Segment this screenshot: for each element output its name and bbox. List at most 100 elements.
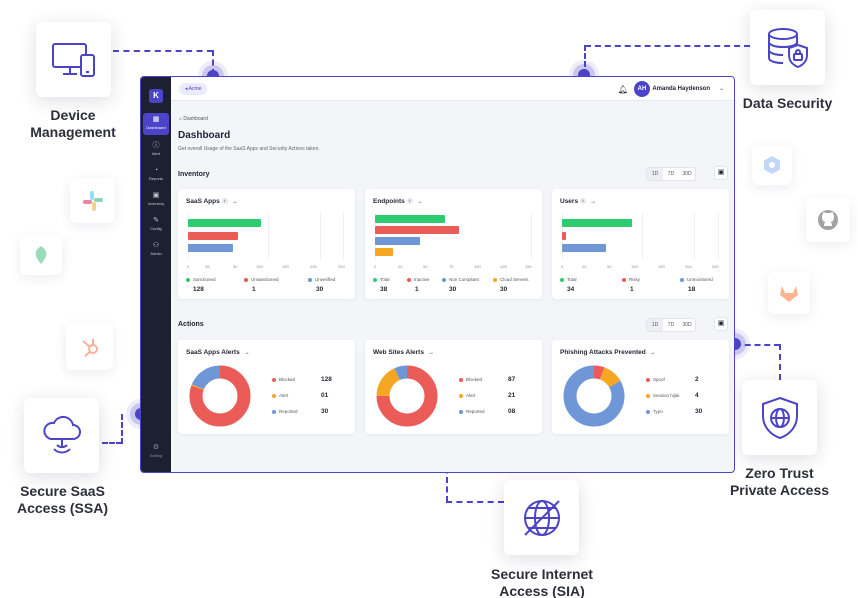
page-title: Dashboard <box>178 130 231 141</box>
donut-chart <box>189 365 251 427</box>
sidebar-item-reports[interactable]: ◔ Reports <box>143 164 169 186</box>
leaf-icon <box>35 246 47 264</box>
legend-dot <box>646 393 650 398</box>
breadcrumb[interactable]: ⌂ Dashboard <box>179 116 208 122</box>
admin-icon: ⚇ <box>152 242 160 249</box>
legend-label: Session hijak <box>646 393 680 398</box>
gcp-logo-card <box>752 145 792 185</box>
bar-total <box>375 215 445 223</box>
sidebar-item-label: Setting <box>149 453 163 458</box>
legend-value: 08 <box>508 408 516 415</box>
period-30d[interactable]: 30D <box>682 171 692 177</box>
tick: 250 <box>712 264 719 269</box>
tick: 125 <box>500 264 507 269</box>
donut-segment-blocked <box>189 365 251 427</box>
period-30d[interactable]: 30D <box>682 322 692 328</box>
data-security-card <box>750 10 825 85</box>
donut-chart <box>376 365 438 427</box>
period-7d[interactable]: 7D <box>667 322 675 328</box>
user-name[interactable]: Amanda Haydenson <box>652 86 710 92</box>
stat-value: 128 <box>193 286 204 293</box>
donut-segment-reported <box>376 365 438 427</box>
top-bar: ◂ Acme 🔔︎ AH Amanda Haydenson ⌄ <box>171 77 734 101</box>
legend-dot <box>622 277 626 282</box>
stat-value: 30 <box>500 286 508 293</box>
grid-line <box>718 213 719 259</box>
calendar-icon[interactable]: ▣ <box>714 166 728 180</box>
grid-line <box>343 213 344 259</box>
action-card-phishing: Phishing Attacks Prevented → Spoof 2 Sess… <box>552 340 729 434</box>
sidebar-item-inventory[interactable]: ▣ Inventory <box>143 189 169 211</box>
secure-internet-label: Secure Internet Access (SIA) <box>491 566 593 598</box>
sidebar-item-dashboard[interactable]: ▦ Dashboard <box>143 113 169 135</box>
tick: 200 <box>310 264 317 269</box>
config-icon: ✎ <box>153 217 159 224</box>
card-title[interactable]: Endpoints i → <box>373 198 423 205</box>
org-pill[interactable]: ◂ Acme <box>179 83 208 95</box>
hubspot-logo-card <box>66 323 113 370</box>
connector-ztpa-v <box>779 344 781 380</box>
grid-line <box>268 213 269 259</box>
bell-icon[interactable]: 🔔︎ <box>617 85 628 94</box>
legend-label: Reported <box>459 409 485 414</box>
stat-label: Cloud Servers <box>493 277 529 282</box>
info-icon: i <box>580 198 587 205</box>
tick: 100 <box>474 264 481 269</box>
legend-dot <box>373 277 377 282</box>
legend-label: Typo <box>646 409 663 414</box>
period-7d[interactable]: 7D <box>667 171 675 177</box>
github-logo-card <box>806 198 850 242</box>
bar-total <box>562 219 632 227</box>
connector-sia-v <box>446 458 448 502</box>
zero-trust-card <box>742 380 817 455</box>
home-icon: ⌂ <box>179 116 183 122</box>
tick: 75 <box>449 264 454 269</box>
stat-value: 1 <box>252 286 256 293</box>
database-lock-icon <box>767 27 808 68</box>
legend-label: Spoof <box>646 377 665 382</box>
alert-icon: ⓘ <box>152 142 160 149</box>
connector-data <box>585 45 750 47</box>
connector-ztpa <box>735 344 780 346</box>
card-title[interactable]: Web Sites Alerts → <box>373 349 434 356</box>
secure-saas-label: Secure SaaS Access (SSA) <box>16 483 109 516</box>
device-management-card <box>36 22 111 97</box>
actions-heading: Actions <box>178 321 204 328</box>
card-title[interactable]: Users i → <box>560 198 597 205</box>
legend-value: 30 <box>695 408 703 415</box>
legend-label: Alert <box>459 393 475 398</box>
period-1d[interactable]: 1D <box>647 319 663 331</box>
stat-label: Unmonitored <box>680 277 713 282</box>
grid-line <box>375 213 376 259</box>
legend-value: 30 <box>321 408 329 415</box>
legend-label: Reported <box>272 409 298 414</box>
sidebar-item-alert[interactable]: ⓘ Alert <box>143 139 169 161</box>
sidebar-item-admin[interactable]: ⚇ Admin <box>143 239 169 261</box>
inventory-card-endpoints: Endpoints i → 0 25 50 75 100 125 150 Total… <box>365 189 542 299</box>
inventory-heading: Inventory <box>178 171 210 178</box>
bar-cloud-servers <box>375 248 393 256</box>
sidebar-item-setting[interactable]: ⚙ Setting <box>143 441 169 463</box>
bar-unsanctioned <box>188 232 238 240</box>
stat-label: Risky <box>622 277 640 282</box>
tick: 25 <box>398 264 403 269</box>
inventory-period-toggle: 1D 7D 30D <box>646 167 696 181</box>
card-title[interactable]: SaaS Apps i → <box>186 198 238 205</box>
sidebar-item-config[interactable]: ✎ Config <box>143 214 169 236</box>
stat-value: 1 <box>415 286 419 293</box>
tick: 50 <box>233 264 238 269</box>
card-title[interactable]: Phishing Attacks Prevented → <box>560 349 656 356</box>
reports-icon: ◔ <box>153 167 159 174</box>
breadcrumb-label: Dashboard <box>183 116 208 122</box>
legend-dot <box>272 393 276 398</box>
chevron-down-icon[interactable]: ⌄ <box>718 86 724 92</box>
period-1d[interactable]: 1D <box>647 168 663 180</box>
avatar[interactable]: AH <box>634 81 650 97</box>
data-security-label: Data Security <box>742 95 833 111</box>
arrow-right-icon: → <box>427 350 434 356</box>
bar-unverified <box>188 244 233 252</box>
legend-value: 128 <box>321 376 332 383</box>
org-name: Acme <box>188 86 202 92</box>
calendar-icon[interactable]: ▣ <box>714 317 728 331</box>
card-title[interactable]: SaaS Apps Alerts → <box>186 349 250 356</box>
